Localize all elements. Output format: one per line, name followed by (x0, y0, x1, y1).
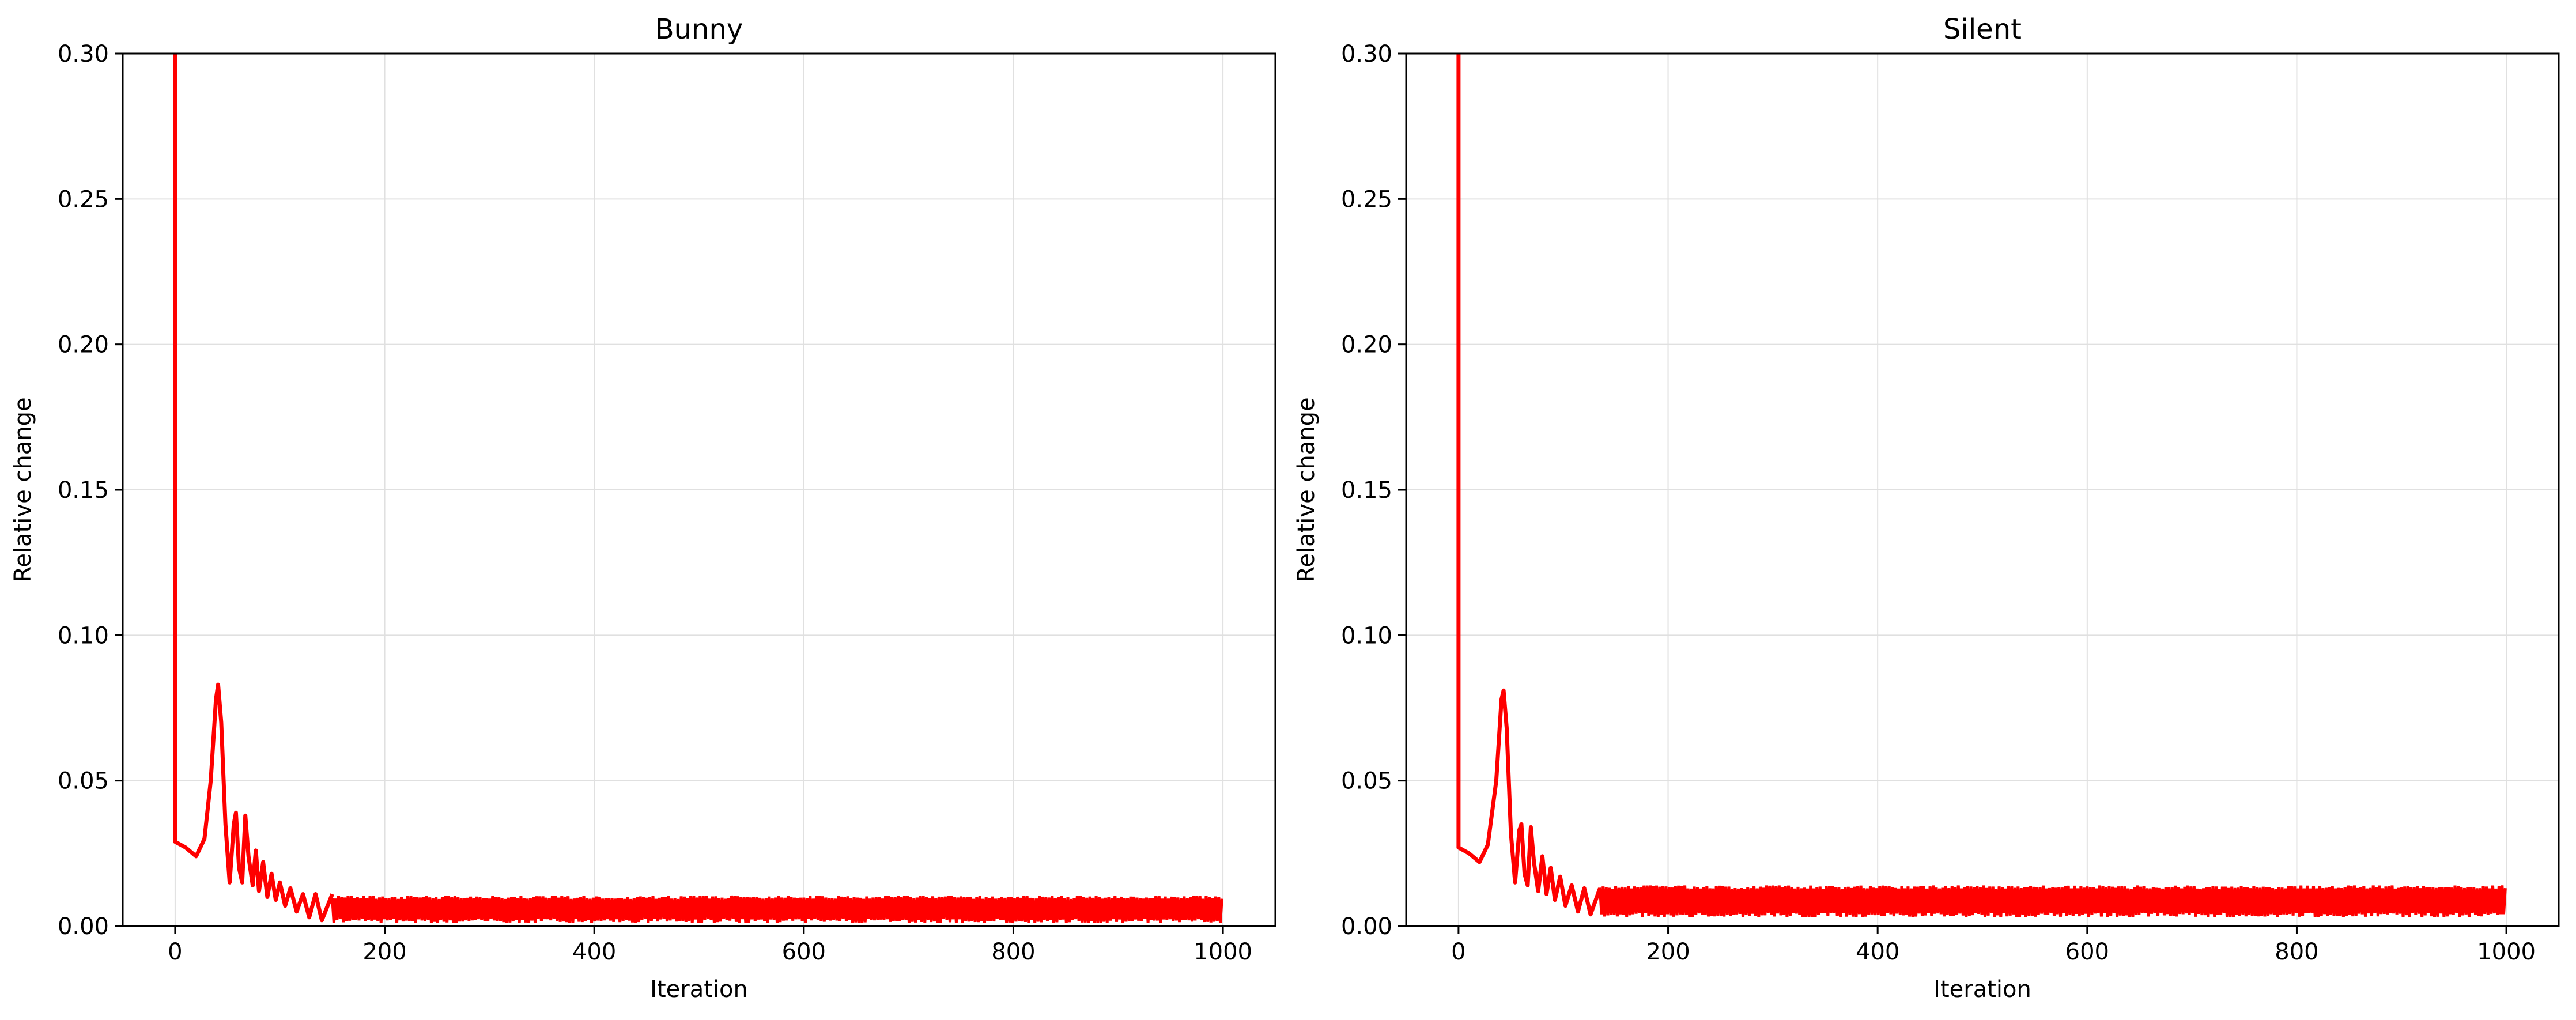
y-tick-label: 0.00 (58, 913, 109, 940)
y-tick-label: 0.00 (1341, 913, 1392, 940)
x-tick-label: 600 (782, 939, 826, 965)
series-line (1456, 54, 1602, 917)
series-line (173, 54, 334, 923)
x-tick-label: 1000 (2477, 939, 2536, 965)
series-oscillation-band (1598, 885, 2507, 918)
y-tick-label: 0.30 (1341, 41, 1392, 67)
x-tick-label: 400 (572, 939, 616, 965)
y-tick-label: 0.10 (58, 622, 109, 649)
chart-title: Bunny (655, 13, 743, 46)
y-tick-label: 0.15 (58, 477, 109, 504)
y-tick-label: 0.25 (58, 186, 109, 213)
y-axis-label: Relative change (10, 397, 36, 582)
y-tick-label: 0.30 (58, 41, 109, 67)
x-tick-label: 200 (362, 939, 406, 965)
subplot-1: 0 200 400 600 800 1000 0.00 0.05 0.10 0.15 0.20 0.2… (10, 13, 1276, 1003)
y-axis-label: Relative change (1293, 397, 1320, 582)
x-axis-label: Iteration (1933, 976, 2031, 1003)
y-tick-label: 0.10 (1341, 622, 1392, 649)
y-tick-label: 0.05 (58, 768, 109, 795)
x-tick-label: 800 (991, 939, 1035, 965)
y-tick-label: 0.20 (1341, 332, 1392, 358)
x-tick-label: 0 (1451, 939, 1465, 965)
x-tick-label: 800 (2275, 939, 2318, 965)
y-tick-label: 0.20 (58, 332, 109, 358)
x-tick-label: 1000 (1193, 939, 1252, 965)
x-tick-label: 200 (1646, 939, 1690, 965)
x-tick-label: 0 (168, 939, 182, 965)
x-axis-label: Iteration (650, 976, 748, 1003)
subplot-2: 0 200 400 600 800 1000 0.00 0.05 0.10 0.15 0.20 0.2… (1293, 13, 2560, 1003)
chart-title: Silent (1943, 13, 2022, 46)
y-tick-label: 0.15 (1341, 477, 1392, 504)
y-tick-label: 0.25 (1341, 186, 1392, 213)
x-tick-label: 400 (1856, 939, 1899, 965)
series-oscillation-band (331, 895, 1223, 924)
y-tick-label: 0.05 (1341, 768, 1392, 795)
x-tick-label: 600 (2065, 939, 2109, 965)
